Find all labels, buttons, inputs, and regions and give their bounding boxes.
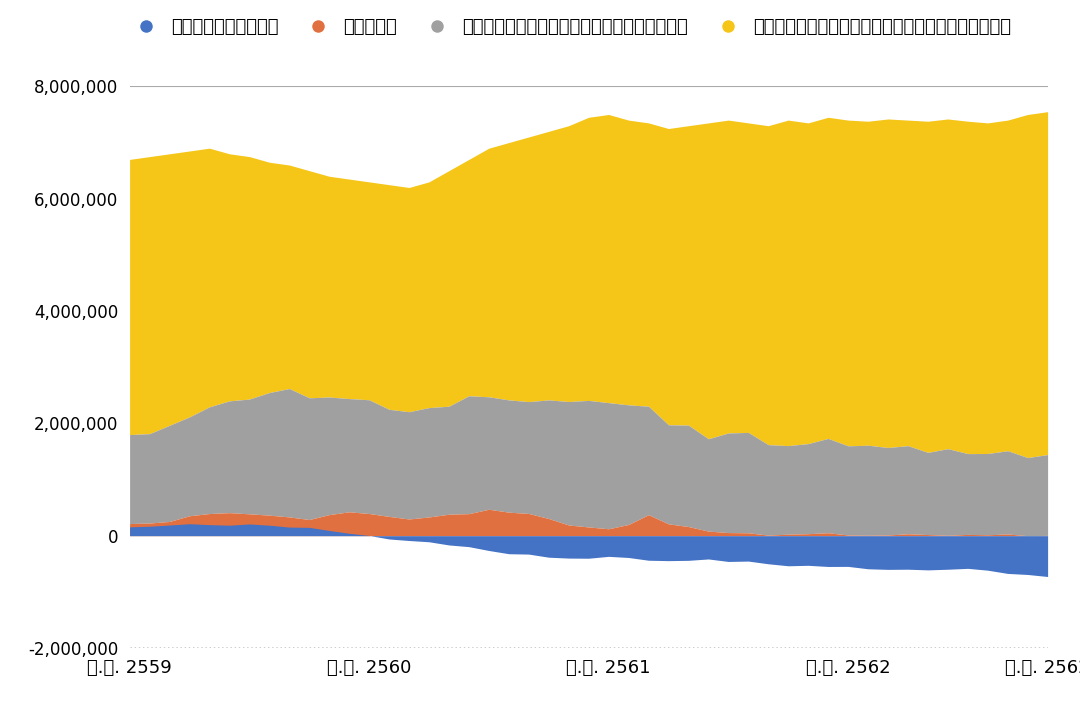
Legend: ส่วนของทุน, อื่นๆ, ธนบัตรหมุนเวียนในระบบ, หนี้สินที่มีภาระดอกเบี้ย: ส่วนของทุน, อื่นๆ, ธนบัตรหมุนเวียนในระบบ… <box>120 12 1018 44</box>
